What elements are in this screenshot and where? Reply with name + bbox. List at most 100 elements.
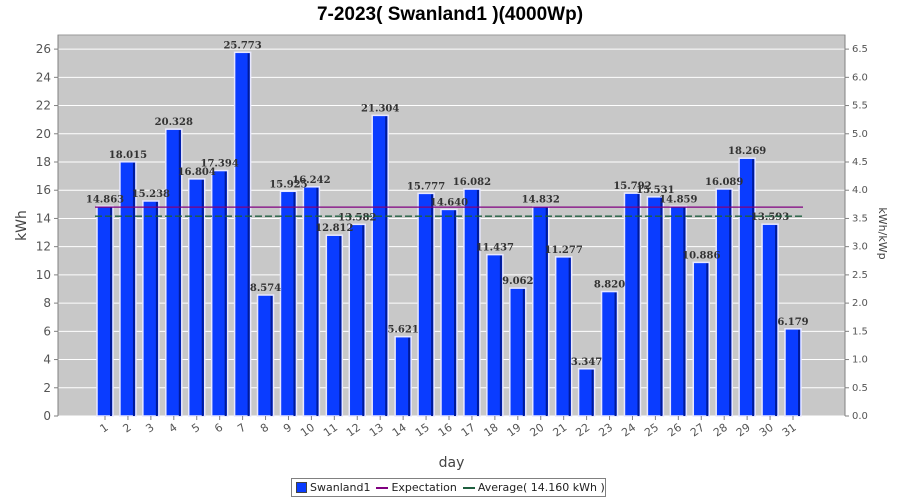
data-label: 11.437 (476, 243, 514, 254)
x-tick-label: 8 (258, 421, 271, 436)
bar-shade (660, 197, 663, 416)
y2-tick-label: 5.0 (852, 129, 868, 140)
x-tick-label: 30 (757, 421, 776, 440)
data-label: 8.574 (250, 283, 281, 294)
y2-tick-label: 1.0 (852, 355, 868, 366)
x-tick-label: 3 (143, 421, 156, 436)
data-label: 3.347 (571, 357, 602, 368)
bar-shade (178, 130, 181, 416)
bar-shade (614, 292, 617, 416)
x-tick-label: 21 (550, 421, 569, 440)
data-label: 15.777 (407, 181, 445, 192)
bar-shade (729, 189, 732, 416)
data-label: 14.859 (659, 194, 697, 205)
y2-tick-label: 0.0 (852, 411, 868, 422)
y-tick-label: 10 (36, 268, 51, 282)
data-label: 15.531 (636, 185, 674, 196)
bar-shade (568, 257, 571, 416)
y-tick-label: 6 (43, 324, 51, 338)
x-tick-label: 31 (780, 421, 799, 440)
y-tick-label: 14 (36, 211, 51, 225)
legend-swatch-average (462, 486, 475, 489)
x-tick-label: 10 (298, 421, 317, 440)
data-label: 16.082 (453, 177, 491, 188)
y2-tick-label: 3.5 (852, 213, 868, 224)
bar-shade (522, 289, 525, 416)
x-tick-label: 1 (98, 421, 111, 436)
legend-swatch-series (296, 482, 307, 493)
data-label: 12.812 (315, 223, 353, 234)
data-label: 8.820 (594, 280, 625, 291)
y2-tick-label: 5.5 (852, 101, 868, 112)
x-tick-label: 23 (596, 421, 615, 440)
x-tick-label: 15 (413, 421, 432, 440)
bar-shade (408, 337, 411, 416)
data-label: 14.832 (522, 195, 560, 206)
x-tick-label: 28 (711, 421, 730, 440)
legend-label-expectation: Expectation (391, 481, 457, 494)
y-tick-label: 12 (36, 240, 51, 254)
bar-shade (545, 207, 548, 416)
data-label: 16.089 (705, 177, 743, 188)
data-label: 10.886 (682, 250, 720, 261)
bar-shade (591, 369, 594, 416)
x-tick-label: 7 (235, 421, 248, 436)
y-tick-label: 20 (36, 127, 51, 141)
bar-shade (752, 159, 755, 417)
y-axis-title: kWh (14, 210, 30, 241)
x-tick-label: 4 (166, 421, 179, 436)
y2-tick-label: 4.5 (852, 157, 868, 168)
chart-legend: Swanland1 Expectation Average( 14.160 kW… (291, 478, 606, 497)
data-label: 18.015 (109, 150, 147, 161)
legend-swatch-expectation (376, 486, 389, 489)
data-label: 14.640 (430, 197, 468, 208)
x-tick-label: 19 (505, 421, 524, 440)
x-tick-label: 6 (212, 421, 225, 436)
data-label: 11.277 (545, 245, 583, 256)
y2-tick-label: 6.0 (852, 72, 868, 83)
data-label: 15.238 (132, 189, 170, 200)
x-tick-label: 5 (189, 421, 202, 436)
x-tick-label: 13 (367, 421, 386, 440)
bar-shade (339, 236, 342, 416)
x-tick-label: 29 (734, 421, 753, 440)
data-label: 15.925 (269, 179, 307, 190)
data-label: 6.179 (777, 317, 808, 328)
y-tick-label: 4 (43, 353, 51, 367)
x-tick-label: 17 (459, 421, 478, 440)
x-tick-label: 12 (344, 421, 363, 440)
data-label: 9.062 (502, 276, 533, 287)
x-tick-label: 14 (390, 421, 409, 440)
y-tick-label: 22 (36, 99, 51, 113)
x-axis-title: day (439, 455, 465, 471)
legend-item-expectation: Expectation (376, 481, 457, 494)
data-label: 13.593 (751, 212, 789, 223)
y-tick-label: 2 (43, 381, 51, 395)
data-label: 15.792 (613, 181, 651, 192)
bar-shade (431, 194, 434, 416)
data-label: 5.621 (387, 325, 418, 336)
legend-item-average: Average( 14.160 kWh ) (462, 481, 605, 494)
y2-tick-label: 6.5 (852, 44, 868, 55)
y2-tick-label: 0.5 (852, 383, 868, 394)
y-tick-label: 0 (43, 409, 51, 423)
bar-shade (155, 201, 158, 416)
data-label: 16.804 (178, 167, 216, 178)
bar-shade (316, 187, 319, 416)
y-tick-label: 16 (36, 183, 51, 197)
y2-tick-label: 2.0 (852, 298, 868, 309)
x-tick-label: 2 (120, 421, 133, 436)
chart-title: 7-2023( Swanland1 )(4000Wp) (316, 4, 584, 25)
x-tick-label: 22 (573, 421, 592, 440)
bar-shade (683, 207, 686, 416)
y2-tick-label: 4.0 (852, 185, 868, 196)
x-tick-label: 20 (528, 421, 547, 440)
bar-shade (476, 190, 479, 416)
y-tick-label: 26 (36, 42, 51, 56)
bar-shade (798, 329, 800, 416)
y2-tick-label: 1.5 (852, 326, 868, 337)
y2-tick-label: 3.0 (852, 242, 868, 253)
x-tick-label: 24 (619, 421, 638, 440)
bar-shade (224, 171, 227, 416)
x-tick-label: 26 (665, 421, 684, 440)
